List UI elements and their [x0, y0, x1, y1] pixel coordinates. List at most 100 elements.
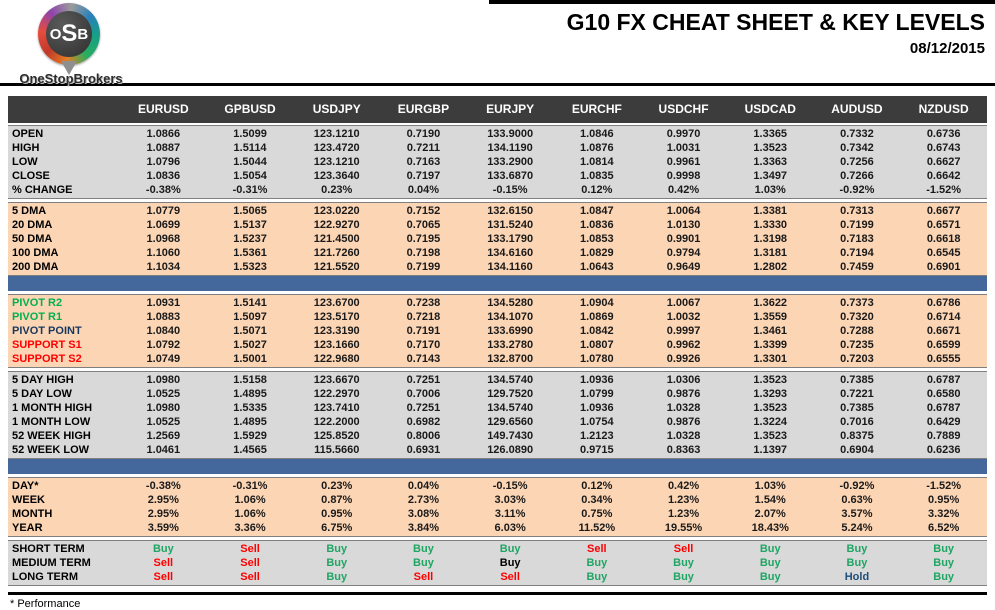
cell-50-dma-eurjpy: 133.1790	[487, 233, 534, 245]
cell-100-dma-usdjpy: 121.7260	[313, 247, 360, 259]
cell-100-dma-usdcad: 1.3181	[753, 247, 788, 259]
cell-high-eurchf: 1.0876	[580, 142, 614, 154]
cell-low-eurjpy: 133.2900	[487, 156, 534, 168]
row-low: LOW 1.0796 1.5044 123.1210 0.7163 133.2900 1.0…	[8, 155, 987, 169]
cell-open-gpbusd: 1.5099	[233, 128, 267, 140]
cell-5-day-high-usdjpy: 123.6670	[313, 374, 360, 386]
cell-1-month-low-usdchf: 0.9876	[666, 416, 701, 428]
cell-long-term-gpbusd: Sell	[240, 571, 260, 583]
cell-100-dma-nzdusd: 0.6545	[926, 247, 961, 259]
cell-pivot-point-eurgbp: 0.7191	[406, 325, 441, 337]
row-open: OPEN 1.0866 1.5099 123.1210 0.7190 133.9000 1.…	[8, 127, 987, 141]
cell-200-dma-usdcad: 1.2802	[753, 261, 788, 273]
cell-pivot-r1-eurjpy: 134.1070	[487, 311, 534, 323]
cell-close-usdjpy: 123.3640	[313, 170, 360, 182]
cell-5-day-high-eurgbp: 0.7251	[406, 374, 441, 386]
cell-week-nzdusd: 0.95%	[928, 494, 960, 506]
cell-low-eurusd: 1.0796	[146, 156, 181, 168]
cell-open-eurjpy: 133.9000	[487, 128, 534, 140]
cell-52-week-low-nzdusd: 0.6236	[926, 444, 961, 456]
cell-long-term-eurgbp: Sell	[413, 571, 434, 583]
cell-pivot-r1-eurchf: 1.0869	[580, 311, 614, 323]
cell-month-usdchf: 1.23%	[667, 508, 700, 520]
cell-5-day-low-eurchf: 1.0799	[580, 388, 614, 400]
column-header-nzdusd: NZDUSD	[918, 102, 969, 116]
cell-1-month-high-usdjpy: 123.7410	[313, 402, 360, 414]
cell-change-usdjpy: 0.23%	[321, 184, 353, 196]
cell-high-usdjpy: 123.4720	[313, 142, 360, 154]
cell-short-term-eurusd: Buy	[152, 543, 174, 555]
cell-1-month-low-nzdusd: 0.6429	[926, 416, 961, 428]
column-header-usdcad: USDCAD	[744, 102, 796, 116]
row-100-dma: 100 DMA 1.1060 1.5361 121.7260 0.7198 134.616…	[8, 246, 987, 260]
cell-100-dma-audusd: 0.7194	[840, 247, 874, 259]
cell-short-term-eurgbp: Buy	[413, 543, 434, 555]
cell-52-week-high-nzdusd: 0.7889	[926, 430, 961, 442]
cell-medium-term-eurchf: Buy	[586, 557, 608, 569]
cell-5-day-low-eurgbp: 0.7006	[406, 388, 441, 400]
column-header-eurgbp: EURGBP	[397, 102, 450, 116]
cell-close-eurchf: 1.0835	[580, 170, 614, 182]
cell-52-week-low-usdcad: 1.1397	[753, 444, 788, 456]
row-label-support-s1: SUPPORT S1	[12, 339, 82, 351]
cell-52-week-high-eurjpy: 149.7430	[487, 430, 534, 442]
section-ohlc: OPEN 1.0866 1.5099 123.1210 0.7190 133.9000 1.…	[8, 125, 987, 199]
cell-medium-term-eurjpy: Buy	[499, 557, 521, 569]
cell-low-usdchf: 0.9961	[666, 156, 701, 168]
cell-100-dma-eurgbp: 0.7198	[406, 247, 441, 259]
row-5-day-high: 5 DAY HIGH 1.0980 1.5158 123.6670 0.7251 134.…	[8, 373, 987, 387]
cell-52-week-high-usdchf: 1.0328	[666, 430, 701, 442]
cell-close-gpbusd: 1.5054	[233, 170, 267, 182]
row-high: HIGH 1.0887 1.5114 123.4720 0.7211 134.1190 1.…	[8, 141, 987, 155]
cell-medium-term-nzdusd: Buy	[933, 557, 955, 569]
cell-5-day-high-usdcad: 1.3523	[753, 374, 788, 386]
cell-open-usdjpy: 123.1210	[313, 128, 360, 140]
cell-open-eurgbp: 0.7190	[406, 128, 441, 140]
cell-50-dma-usdjpy: 121.4500	[313, 233, 360, 245]
cell-52-week-high-gpbusd: 1.5929	[233, 430, 267, 442]
cell-medium-term-eurgbp: Buy	[413, 557, 434, 569]
separator-bar	[8, 276, 987, 291]
row-close: CLOSE 1.0836 1.5054 123.3640 0.7197 133.6870 1…	[8, 169, 987, 183]
cell-pivot-r2-usdchf: 1.0067	[666, 297, 701, 309]
cell-open-usdchf: 0.9970	[666, 128, 701, 140]
cell-low-usdjpy: 123.1210	[313, 156, 360, 168]
cell-support-s2-nzdusd: 0.6555	[926, 353, 961, 365]
cell-change-audusd: -0.92%	[839, 184, 875, 196]
cell-pivot-r2-gpbusd: 1.5141	[233, 297, 267, 309]
cell-5-dma-eurjpy: 132.6150	[487, 205, 534, 217]
cell-52-week-high-audusd: 0.8375	[840, 430, 874, 442]
cell-support-s1-usdjpy: 123.1660	[313, 339, 360, 351]
cell-support-s1-nzdusd: 0.6599	[926, 339, 961, 351]
column-header-eurchf: EURCHF	[571, 102, 622, 116]
section-dma: 5 DMA 1.0779 1.5065 123.0220 0.7152 132.6150 1…	[8, 202, 987, 276]
cell-50-dma-nzdusd: 0.6618	[926, 233, 961, 245]
column-header-audusd: AUDUSD	[831, 102, 883, 116]
cell-50-dma-usdchf: 0.9901	[666, 233, 701, 245]
row-label-high: HIGH	[12, 142, 40, 154]
cell-long-term-usdcad: Buy	[759, 571, 781, 583]
row-label-short-term: SHORT TERM	[12, 543, 85, 555]
cell-day-gpbusd: -0.31%	[232, 480, 268, 492]
cell-close-audusd: 0.7266	[840, 170, 874, 182]
row-year: YEAR 3.59% 3.36% 6.75% 3.84% 6.03% 11.52% 19.55…	[8, 521, 987, 535]
cell-open-audusd: 0.7332	[840, 128, 874, 140]
cell-pivot-r1-nzdusd: 0.6714	[926, 311, 961, 323]
cell-high-eurusd: 1.0887	[146, 142, 181, 154]
cell-short-term-gpbusd: Sell	[240, 543, 260, 555]
cell-week-eurchf: 0.34%	[581, 494, 613, 506]
cell-high-eurjpy: 134.1190	[487, 142, 533, 154]
row-label-year: YEAR	[12, 522, 43, 534]
row-label-200-dma: 200 DMA	[12, 261, 59, 273]
cell-long-term-eurusd: Sell	[153, 571, 174, 583]
cell-1-month-high-eurusd: 1.0980	[146, 402, 181, 414]
cell-5-dma-nzdusd: 0.6677	[926, 205, 961, 217]
cell-support-s1-eurchf: 1.0807	[580, 339, 614, 351]
cell-high-usdcad: 1.3523	[753, 142, 788, 154]
row-support-s2: SUPPORT S2 1.0749 1.5001 122.9680 0.7143 132.…	[8, 352, 987, 366]
cell-change-nzdusd: -1.52%	[926, 184, 962, 196]
row-label-5-day-low: 5 DAY LOW	[12, 388, 72, 400]
cell-50-dma-gpbusd: 1.5237	[233, 233, 267, 245]
cell-day-eurjpy: -0.15%	[492, 480, 528, 492]
